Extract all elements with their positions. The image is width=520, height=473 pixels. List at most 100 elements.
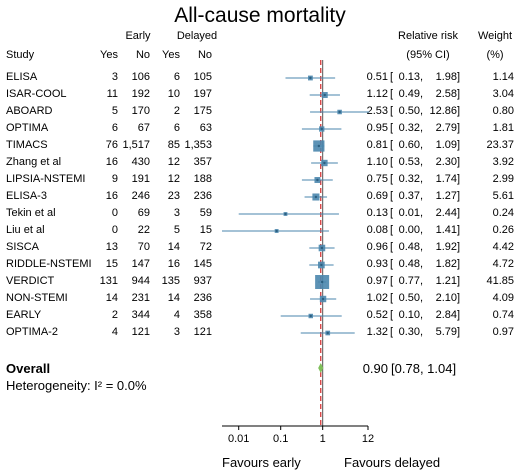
weight-value: 1.14: [492, 71, 514, 83]
ci-low: 0.77: [398, 275, 420, 287]
ci-bracket-close: ]: [457, 173, 461, 185]
ci-high: 1.82: [435, 258, 457, 270]
ci-bracket-open: [: [390, 156, 394, 168]
delayed-yes: 2: [173, 105, 180, 117]
ci-high: 2.30: [435, 156, 457, 168]
overall-diamond: [318, 363, 324, 373]
header-early-yes: Yes: [100, 49, 118, 61]
ci-low: 0.32: [398, 173, 420, 185]
ci-separator: ,: [420, 173, 424, 185]
x-tick-label: 0.1: [273, 433, 288, 445]
early-yes: 131: [99, 275, 118, 287]
ci-high: 2.79: [435, 122, 457, 134]
early-yes: 2: [111, 309, 118, 321]
point-estimate-dot: [275, 229, 278, 233]
delayed-yes: 4: [173, 309, 180, 321]
rr-value: 0.13: [366, 207, 388, 219]
study-name: VERDICT: [6, 275, 55, 287]
header-delayed-yes: Yes: [162, 49, 180, 61]
weight-value: 0.26: [492, 224, 514, 236]
delayed-yes: 6: [173, 122, 180, 134]
rr-value: 1.12: [366, 88, 388, 100]
ci-bracket-open: [: [390, 326, 394, 338]
ci-bracket-close: ]: [457, 258, 461, 270]
early-no: 106: [131, 71, 150, 83]
point-estimate-dot: [320, 280, 324, 284]
overall-ci: [0.78, 1.04]: [391, 361, 457, 376]
early-no: 192: [131, 88, 150, 100]
early-yes: 9: [111, 173, 118, 185]
header-weight-unit: (%): [486, 49, 504, 61]
ci-low: 0.48: [398, 241, 420, 253]
point-estimate-dot: [316, 178, 319, 182]
ci-bracket-open: [: [390, 122, 394, 134]
delayed-no: 236: [193, 292, 212, 304]
point-estimate-dot: [326, 331, 329, 335]
weight-value: 0.97: [492, 326, 514, 338]
ci-high: 2.58: [435, 88, 457, 100]
point-estimate-dot: [323, 93, 326, 97]
study-name: OPTIMA: [6, 122, 49, 134]
weight-value: 0.74: [492, 309, 514, 321]
early-no: 1,517: [122, 139, 150, 151]
early-yes: 3: [111, 71, 118, 83]
delayed-yes: 10: [167, 88, 180, 100]
ci-low: 0.13: [398, 71, 420, 83]
study-name: NON-STEMI: [6, 292, 68, 304]
delayed-no: 236: [193, 190, 212, 202]
chart-title: All-cause mortality: [174, 4, 346, 27]
study-name: ELISA: [6, 71, 38, 83]
weight-value: 4.42: [492, 241, 514, 253]
ci-low: 0.53: [398, 156, 420, 168]
study-name: OPTIMA-2: [6, 326, 58, 338]
delayed-yes: 14: [167, 241, 180, 253]
ci-separator: ,: [420, 105, 424, 117]
ci-bracket-close: ]: [457, 88, 461, 100]
ci-low: 0.60: [398, 139, 420, 151]
overall-ci-low: 0.78: [394, 361, 420, 376]
ci-bracket-open: [: [390, 207, 394, 219]
ci-low: 0.32: [398, 122, 420, 134]
ci-high: 1.09: [435, 139, 457, 151]
early-yes: 5: [111, 105, 118, 117]
early-yes: 16: [105, 156, 118, 168]
ci-low: 0.50: [398, 292, 420, 304]
ci-low: 0.30: [398, 326, 420, 338]
point-estimate-dot: [284, 212, 287, 216]
header-early: Early: [125, 30, 151, 42]
ci-bracket-open: [: [390, 258, 394, 270]
ci-low: 0.49: [398, 88, 420, 100]
early-yes: 16: [105, 190, 118, 202]
study-name: TIMACS: [6, 139, 48, 151]
ci-bracket-open: [: [390, 275, 394, 287]
delayed-no: 175: [193, 105, 212, 117]
ci-high: 2.10: [435, 292, 457, 304]
study-name: RIDDLE-NSTEMI: [6, 258, 92, 270]
study-name: ABOARD: [6, 105, 53, 117]
early-yes: 76: [105, 139, 118, 151]
delayed-no: 357: [193, 156, 212, 168]
delayed-yes: 23: [167, 190, 180, 202]
point-estimate-dot: [320, 263, 323, 267]
weight-value: 1.81: [492, 122, 514, 134]
x-label-favours-delayed: Favours delayed: [344, 455, 441, 470]
rr-value: 1.02: [366, 292, 388, 304]
delayed-yes: 3: [173, 326, 180, 338]
study-name: Tekin et al: [6, 207, 56, 219]
ci-bracket-close: ]: [457, 122, 461, 134]
ci-bracket-close: ]: [457, 275, 461, 287]
point-estimate-dot: [314, 195, 318, 199]
delayed-yes: 3: [173, 207, 180, 219]
ci-separator: ,: [420, 241, 424, 253]
rr-value: 0.97: [366, 275, 388, 287]
overall-rr: 0.90: [362, 361, 388, 376]
early-no: 430: [131, 156, 150, 168]
rr-value: 2.53: [366, 105, 388, 117]
ci-low: 0.37: [398, 190, 420, 202]
overall-ci-high: 1.04: [427, 361, 453, 376]
early-no: 246: [131, 190, 150, 202]
delayed-yes: 85: [167, 139, 180, 151]
header-early-no: No: [135, 49, 150, 61]
rr-value: 0.81: [366, 139, 388, 151]
point-estimate-dot: [323, 161, 326, 165]
